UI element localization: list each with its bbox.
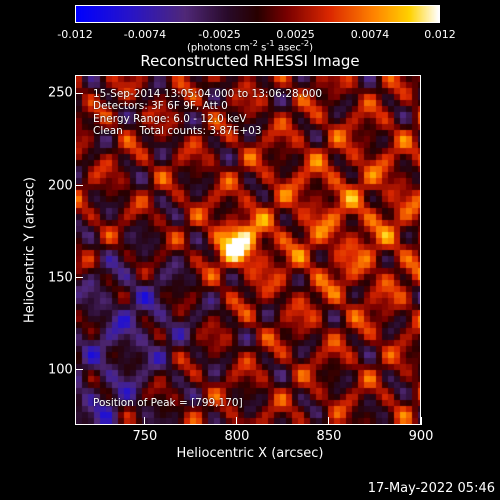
- info-line-counts: Clean Total counts: 3.87E+03: [93, 124, 262, 137]
- x-tick-mark: [420, 417, 422, 425]
- x-tick-mark: [144, 417, 146, 425]
- y-tick-label: 200: [48, 178, 73, 194]
- heatmap-image: [76, 76, 420, 424]
- y-tick-label: 100: [48, 362, 73, 378]
- colorbar-tick-label: 0.012: [424, 28, 456, 41]
- info-line-detectors: Detectors: 3F 6F 9F, Att 0: [93, 100, 228, 113]
- y-tick-mark: [75, 92, 83, 94]
- info-line-energy: Energy Range: 6.0 - 12.0 keV: [93, 112, 247, 125]
- x-tick-label: 750: [132, 429, 158, 444]
- y-tick-mark: [75, 277, 83, 279]
- colorbar-tick-label: -0.0074: [123, 28, 167, 41]
- colorbar-tick-label: 0.0025: [276, 28, 315, 41]
- colorbar-tick-label: 0.0074: [350, 28, 390, 41]
- x-tick-label: 900: [408, 429, 434, 444]
- image-info: 15-Sep-2014 13:05:04.000 to 13:06:28.000…: [93, 88, 322, 137]
- y-tick-label: 250: [48, 85, 73, 101]
- x-axis-label: Heliocentric X (arcsec): [176, 446, 324, 461]
- y-tick-mark: [75, 185, 83, 187]
- peak-position: Position of Peak = [799,170]: [93, 397, 243, 409]
- x-tick-label: 800: [224, 429, 250, 444]
- x-tick-label: 850: [316, 429, 342, 444]
- y-tick-label: 150: [48, 270, 73, 286]
- colorbar-tick-label: -0.012: [57, 28, 93, 41]
- info-line-time: 15-Sep-2014 13:05:04.000 to 13:06:28.000: [93, 88, 323, 100]
- chart-title: Reconstructed RHESSI Image: [140, 52, 360, 70]
- colorbar-tick-label: -0.0025: [198, 28, 241, 41]
- colorbar-units: (photons cm-2 s-1 asec-2): [186, 38, 314, 54]
- y-axis-label: Heliocentric Y (arcsec): [22, 177, 38, 323]
- x-tick-mark: [328, 417, 330, 425]
- colorbar-gradient: [76, 6, 439, 22]
- colorbar: [75, 5, 440, 23]
- heatmap-plot: [75, 75, 421, 425]
- y-tick-mark: [75, 369, 83, 371]
- x-tick-mark: [236, 417, 238, 425]
- date-stamp: 17-May-2022 05:46: [367, 481, 495, 496]
